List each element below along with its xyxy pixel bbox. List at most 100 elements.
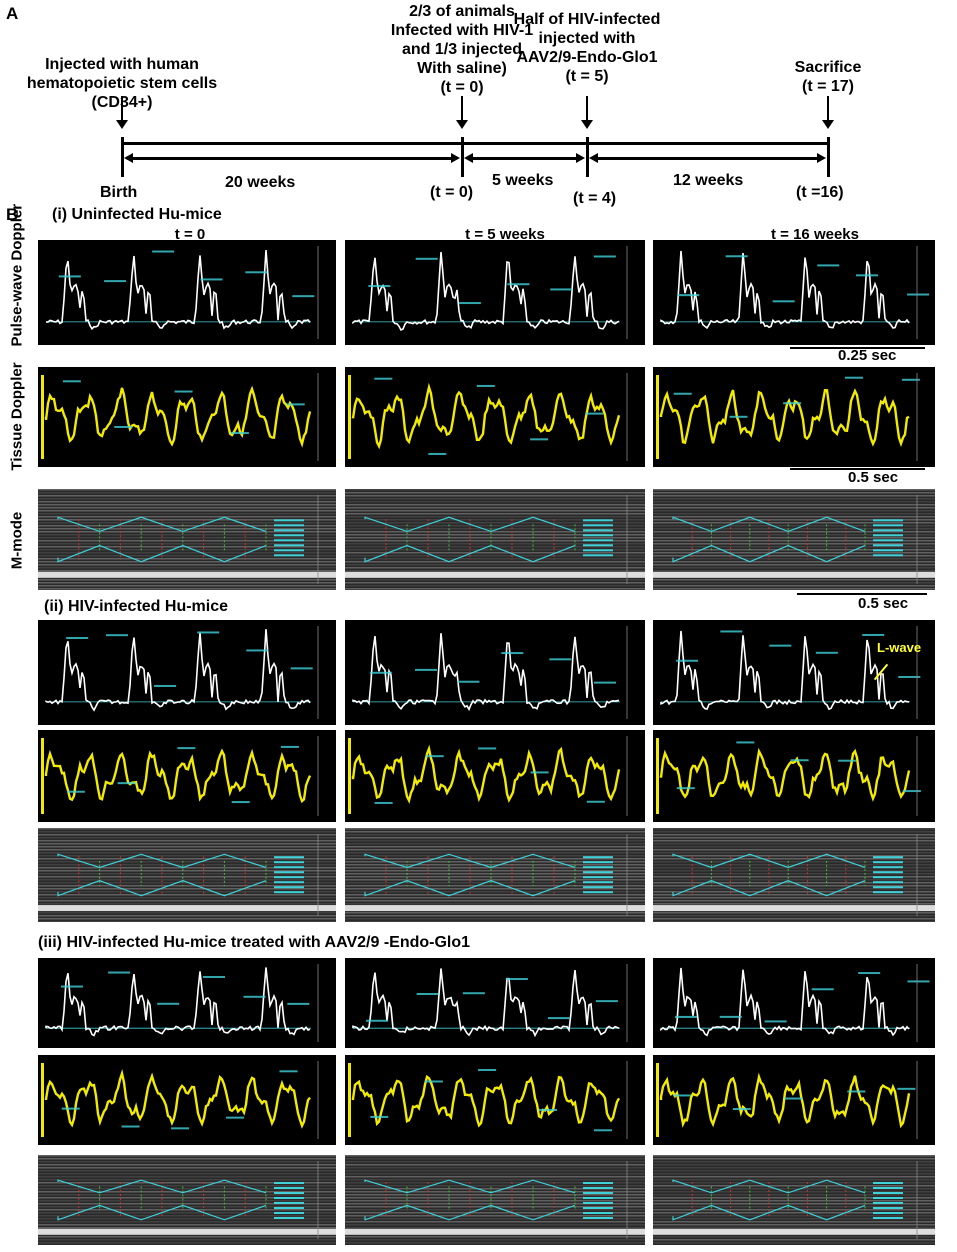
group-title-treated: (iii) HIV-infected Hu-mice treated with … (38, 934, 471, 951)
echo-trace (352, 246, 628, 339)
group-title-uninfected: (i) Uninfected Hu-mice (52, 206, 222, 223)
echo-panel-tissue-doppler (653, 1055, 935, 1145)
echo-trace (348, 373, 628, 461)
scale-bar-3 (797, 593, 927, 595)
event-label-line: AAV2/9-Endo-Glo1 (516, 49, 658, 66)
arrow-right-icon (817, 153, 826, 163)
event-label: Half of HIV-infected injected with AAV2/9-… (514, 10, 661, 86)
column-header-t16: t = 16 weeks (771, 226, 859, 243)
column-header-t0: t = 0 (174, 226, 206, 243)
event-label: Sacrifice (t = 17) (795, 58, 862, 96)
row-label-m-mode: M-mode (8, 511, 26, 570)
echo-trace (660, 626, 921, 719)
echo-panel-tissue-doppler (345, 1055, 645, 1145)
event-label-line: Sacrifice (794, 59, 862, 76)
interval-arrow (595, 157, 820, 160)
l-wave-annotation: L-wave (877, 640, 922, 655)
timeline-tick (586, 137, 589, 177)
event-label-line: Infected with HIV-1 (390, 22, 534, 39)
echo-trace (45, 626, 319, 719)
arrow-down-icon (581, 120, 593, 129)
event-label-line: injected with (538, 30, 636, 47)
group-title-hiv: (ii) HIV-infected Hu-mice (44, 598, 229, 615)
echo-panel-m-mode (345, 828, 645, 922)
echo-panel-m-mode (38, 489, 336, 590)
event-label: Injected with human hematopoietic stem ce… (27, 55, 217, 112)
event-label: 2/3 of animals Infected with HIV-1 and 1/3… (391, 2, 533, 97)
echo-panel-tissue-doppler (345, 730, 645, 822)
arrow-down-icon (456, 120, 468, 129)
echo-panel-tissue-doppler (653, 730, 935, 822)
arrow-shaft (827, 96, 829, 126)
interval-arrow (130, 157, 454, 160)
echo-panel-pulse-wave-doppler (345, 958, 645, 1048)
interval-label: 5 weeks (492, 172, 554, 189)
echo-trace (653, 1155, 935, 1244)
echo-panel-pulse-wave-doppler (345, 620, 645, 725)
echo-trace (38, 828, 336, 922)
event-label-line: (t = 0) (440, 79, 484, 96)
echo-trace (653, 828, 935, 922)
echo-panel-pulse-wave-doppler (38, 958, 336, 1048)
event-label-line: Injected with human (45, 56, 199, 73)
echo-trace (660, 964, 930, 1042)
echo-panel-tissue-doppler (38, 730, 336, 822)
echo-panel-pulse-wave-doppler: L-wave (653, 620, 935, 725)
echo-panel-pulse-wave-doppler (345, 240, 645, 345)
scale-bar-1 (790, 347, 925, 349)
timeline-tick (461, 137, 464, 177)
event-label-line: (t = 17) (801, 78, 854, 95)
arrow-shaft (586, 96, 588, 126)
echo-panel-tissue-doppler (38, 367, 336, 467)
echo-trace (660, 246, 930, 339)
arrow-left-icon (464, 153, 473, 163)
scale-bar-2 (790, 468, 925, 470)
echo-panel-pulse-wave-doppler (38, 240, 336, 345)
event-label-line: With saline) (417, 60, 507, 77)
echo-trace (41, 1061, 319, 1139)
arrow-shaft (461, 96, 463, 126)
arrow-left-icon (124, 153, 133, 163)
echo-panel-m-mode (653, 828, 935, 922)
echo-trace (352, 964, 628, 1042)
scale-bar-label-1: 0.25 sec (838, 347, 897, 364)
echo-panel-m-mode (38, 828, 336, 922)
event-label-line: hematopoietic stem cells (26, 75, 218, 92)
echo-trace (656, 736, 921, 816)
interval-arrow (470, 157, 579, 160)
event-label-line: and 1/3 injected (401, 41, 523, 58)
event-label-line: 2/3 of animals (409, 3, 515, 20)
arrow-right-icon (576, 153, 585, 163)
echo-panel-m-mode (653, 489, 935, 590)
event-time-label: (t = 4) (573, 190, 617, 207)
event-time-label: (t = 0) (430, 184, 474, 201)
echo-trace (653, 489, 935, 590)
arrow-right-icon (451, 153, 460, 163)
echo-trace (38, 1155, 336, 1244)
row-label-tissue-doppler: Tissue Doppler (8, 362, 26, 471)
timeline-tick (121, 137, 124, 177)
panel-b-label: B (6, 205, 19, 224)
arrow-shaft (121, 96, 123, 126)
arrow-down-icon (822, 120, 834, 129)
echo-trace (348, 1061, 628, 1139)
event-label-line: (t = 5) (565, 68, 609, 85)
timeline-tick (827, 137, 830, 177)
event-time-label: Birth (100, 184, 138, 201)
echo-panel-m-mode (345, 1155, 645, 1245)
echo-trace (345, 828, 645, 922)
echo-trace (45, 246, 319, 339)
echo-trace (656, 1061, 918, 1139)
scale-bar-label-3: 0.5 sec (858, 595, 909, 612)
echo-panel-tissue-doppler (653, 367, 935, 467)
column-header-t5: t = 5 weeks (465, 226, 545, 243)
echo-trace (352, 626, 628, 719)
interval-label: 12 weeks (673, 172, 744, 189)
row-label-pulse-wave-doppler: Pulse-wave Doppler (8, 203, 26, 347)
panel-a-label: A (6, 4, 19, 23)
echo-trace (45, 964, 319, 1042)
echo-trace (345, 1155, 645, 1244)
echo-trace (41, 373, 319, 461)
event-label-line: Half of HIV-infected (513, 11, 661, 28)
echo-panel-pulse-wave-doppler (38, 620, 336, 725)
